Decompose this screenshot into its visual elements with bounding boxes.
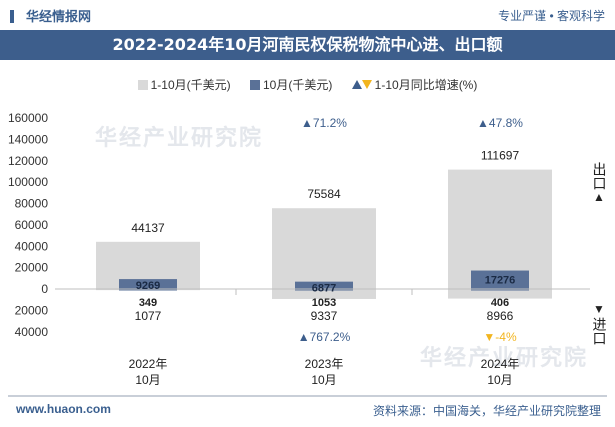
footer-url[interactable]: www.huaon.com <box>16 402 111 416</box>
chart-title: 2022-2024年10月河南民权保税物流中心进、出口额 <box>112 35 503 54</box>
x-tick-label: 10月 <box>135 373 160 387</box>
x-tick-label: 2023年 <box>305 357 344 371</box>
bar-import-month <box>119 289 177 291</box>
down-triangle-icon <box>361 80 372 89</box>
growth-label-export: ▲47.8% <box>477 116 523 130</box>
slogan: 专业严谨 • 客观科学 <box>498 9 605 23</box>
footer: www.huaon.com 资料来源：中国海关，华经产业研究院整理 <box>0 391 615 427</box>
bar-export-month <box>295 281 353 289</box>
data-label-export-month: 17276 <box>485 275 516 287</box>
y-tick-label: 0 <box>41 282 48 296</box>
y-tick-label: 60000 <box>15 218 49 232</box>
data-label-import-ytd: 9337 <box>311 309 338 323</box>
data-label-export-ytd: 111697 <box>481 149 520 163</box>
export-side-label: 出口 ▲ <box>591 162 608 205</box>
legend-item-ytd: 1-10月(千美元) <box>137 76 231 93</box>
legend-swatch-ytd <box>137 80 148 90</box>
import-label: 进口 <box>591 317 608 345</box>
bar-import-ytd <box>448 289 552 299</box>
legend-label-growth: 1-10月同比增速(%) <box>374 78 478 92</box>
x-tick-label: 2022年 <box>129 357 168 371</box>
chart-area: 160000 140000 120000 100000 80000 60000 40000 2… <box>8 111 590 387</box>
x-tick-label: 10月 <box>311 373 336 387</box>
data-label-export-month: 9269 <box>136 280 160 292</box>
y-tick-label: 20000 <box>15 303 49 317</box>
logo-text: 华经情报网 <box>26 9 92 24</box>
data-label-import-month: 1053 <box>312 297 336 309</box>
bar-export-ytd <box>272 208 376 289</box>
top-bar: 华经情报网 专业严谨 • 客观科学 <box>0 0 615 28</box>
footer-divider <box>8 395 607 397</box>
bar-import-ytd <box>272 289 376 299</box>
growth-label-import: ▲767.2% <box>298 330 351 344</box>
import-side-label: ▼ 进口 <box>591 302 608 345</box>
watermark: 华经产业研究院 <box>95 125 264 150</box>
export-label: 出口 <box>591 162 608 190</box>
legend-swatch-month <box>249 80 260 90</box>
data-label-export-ytd: 75584 <box>307 187 341 201</box>
bar-import-month <box>295 289 353 291</box>
data-label-export-ytd: 44137 <box>131 221 165 235</box>
legend-item-month: 10月(千美元) <box>249 76 333 93</box>
legend-label-month: 10月(千美元) <box>262 78 333 92</box>
watermark: 华经产业研究院 <box>420 345 589 370</box>
y-tick-label: 40000 <box>15 325 49 339</box>
legend: 1-10月(千美元) 10月(千美元) 1-10月同比增速(%) <box>0 76 615 93</box>
up-arrow-icon: ▲ <box>593 190 605 204</box>
y-tick-label: 140000 <box>8 132 48 146</box>
bar-import-month <box>471 289 529 291</box>
legend-label-ytd: 1-10月(千美元) <box>150 78 231 92</box>
data-label-import-ytd: 8966 <box>487 309 514 323</box>
y-tick-label: 40000 <box>15 239 49 253</box>
down-arrow-icon: ▼ <box>593 302 605 316</box>
title-bar: 2022-2024年10月河南民权保税物流中心进、出口额 <box>0 30 615 60</box>
legend-item-growth: 1-10月同比增速(%) <box>351 76 478 93</box>
data-label-import-ytd: 1077 <box>135 309 162 323</box>
y-tick-label: 100000 <box>8 175 48 189</box>
data-label-import-month: 349 <box>139 297 157 309</box>
x-tick-label: 2024年 <box>481 357 520 371</box>
logo-icon <box>10 10 14 23</box>
y-tick-label: 160000 <box>8 111 48 125</box>
y-tick-label: 20000 <box>15 261 49 275</box>
growth-label-export: ▲71.2% <box>301 116 347 130</box>
bar-export-month <box>471 270 529 289</box>
footer-source: 资料来源：中国海关，华经产业研究院整理 <box>372 404 601 418</box>
data-label-export-month: 6877 <box>312 283 336 295</box>
up-triangle-icon <box>351 80 362 89</box>
y-tick-label: 80000 <box>15 197 49 211</box>
bar-export-month <box>119 279 177 289</box>
brand-logo: 华经情报网 <box>10 6 91 25</box>
bar-export-ytd <box>448 169 552 289</box>
growth-label-import: ▼-4% <box>483 330 517 344</box>
y-tick-label: 120000 <box>8 154 48 168</box>
data-label-import-month: 406 <box>491 297 509 309</box>
x-tick-label: 10月 <box>487 373 512 387</box>
